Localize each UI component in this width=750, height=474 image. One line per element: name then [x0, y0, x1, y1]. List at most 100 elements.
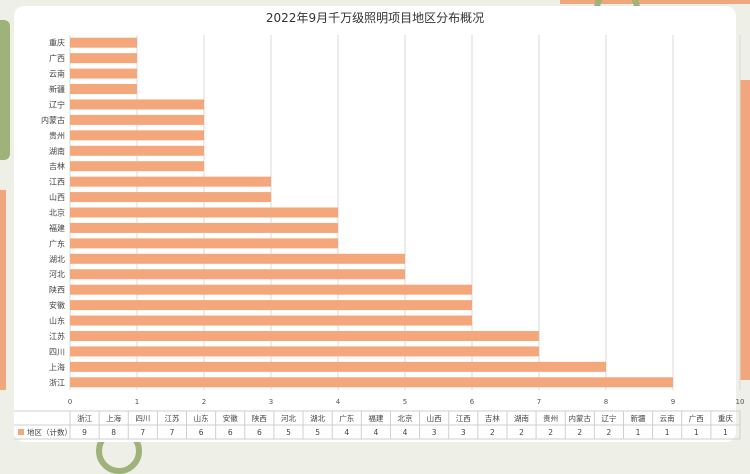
table-header-cell: 福建 — [368, 413, 383, 423]
category-label: 湖南 — [49, 146, 65, 156]
x-tick-label: 8 — [604, 398, 608, 406]
table-header-cell: 贵州 — [543, 413, 558, 423]
bar — [70, 300, 472, 311]
table-value-cell: 1 — [694, 428, 699, 437]
category-label: 江苏 — [49, 331, 65, 341]
x-tick-label: 6 — [470, 398, 475, 406]
table-header-cell: 四川 — [135, 414, 150, 423]
bar — [70, 176, 271, 187]
table-value-cell: 3 — [461, 428, 466, 437]
table-header-cell: 辽宁 — [601, 413, 616, 423]
bar — [70, 361, 606, 372]
table-header-cell: 吉林 — [485, 413, 500, 423]
decor-left-stripe — [0, 20, 10, 160]
bar — [70, 53, 137, 64]
bar — [70, 161, 204, 172]
x-tick-label: 0 — [68, 398, 72, 406]
decor-right-stripe — [740, 80, 750, 380]
category-label: 上海 — [49, 362, 65, 372]
category-label: 广西 — [49, 53, 65, 63]
category-label: 安徽 — [49, 300, 65, 310]
legend-swatch — [18, 429, 24, 435]
table-header-cell: 广东 — [339, 413, 354, 423]
bar-chart: 2022年9月千万级照明项目地区分布概况 浙江上海四川江苏山东安徽陕西河北湖北广… — [14, 11, 745, 440]
table-header-cell: 重庆 — [718, 413, 733, 423]
table-value-cell: 4 — [344, 428, 349, 437]
table-value-cell: 2 — [548, 428, 553, 437]
x-tick-label: 10 — [736, 398, 745, 406]
category-label: 北京 — [49, 208, 65, 218]
bar — [70, 114, 204, 125]
x-tick-label: 1 — [135, 398, 139, 406]
decor-left-stripe-2 — [0, 190, 6, 390]
table-value-cell: 5 — [315, 428, 320, 437]
bar — [70, 207, 338, 218]
table-value-cell: 4 — [403, 428, 408, 437]
table-value-cell: 1 — [723, 428, 728, 437]
table-header-cell: 北京 — [398, 413, 413, 423]
category-label: 福建 — [49, 223, 65, 233]
table-header-cell: 湖北 — [310, 414, 325, 423]
category-label: 浙江 — [49, 377, 65, 387]
table-header-cell: 江苏 — [164, 413, 179, 423]
table-header-cell: 上海 — [106, 413, 121, 423]
bar — [70, 99, 204, 110]
bar — [70, 346, 539, 357]
table-value-cell: 4 — [373, 428, 378, 437]
category-label: 贵州 — [49, 130, 65, 140]
category-label: 山西 — [49, 192, 65, 202]
category-label: 河北 — [49, 269, 65, 279]
table-value-cell: 5 — [286, 428, 291, 437]
bar — [70, 253, 405, 264]
table-value-cell: 7 — [140, 428, 145, 437]
bar — [70, 84, 137, 95]
legend-label: 地区（计数） — [27, 427, 72, 437]
x-tick-label: 5 — [403, 398, 407, 406]
table-header-cell: 山西 — [427, 413, 442, 423]
table-value-cell: 8 — [111, 428, 116, 437]
table-header-cell: 陕西 — [252, 413, 267, 423]
x-tick-label: 4 — [336, 398, 341, 406]
bar — [70, 269, 405, 280]
x-tick-label: 2 — [202, 398, 206, 406]
category-label: 重庆 — [49, 38, 65, 48]
decor-top-stripe — [560, 0, 750, 4]
bar — [70, 222, 338, 233]
category-label: 辽宁 — [49, 99, 65, 109]
bar — [70, 130, 204, 141]
table-header-cell: 内蒙古 — [569, 413, 592, 423]
x-tick-label: 3 — [269, 398, 273, 406]
bar — [70, 377, 673, 388]
category-label: 内蒙古 — [41, 115, 65, 125]
category-label: 吉林 — [49, 161, 65, 171]
category-label: 湖北 — [49, 255, 65, 264]
table-value-cell: 2 — [519, 428, 524, 437]
table-header-cell: 广西 — [689, 413, 704, 423]
bar — [70, 68, 137, 79]
table-value-cell: 6 — [199, 428, 204, 437]
bar — [70, 284, 472, 295]
table-header-cell: 新疆 — [631, 413, 646, 423]
category-label: 广东 — [49, 238, 65, 248]
table-value-cell: 2 — [607, 428, 612, 437]
table-value-cell: 1 — [665, 428, 670, 437]
table-header-cell: 湖南 — [514, 413, 529, 423]
bar — [70, 315, 472, 326]
category-label: 山东 — [49, 316, 65, 326]
x-tick-label: 9 — [671, 398, 675, 406]
chart-title: 2022年9月千万级照明项目地区分布概况 — [266, 11, 484, 25]
table-value-cell: 1 — [636, 428, 641, 437]
table-header-cell: 浙江 — [77, 413, 92, 423]
bar — [70, 37, 137, 48]
table-value-cell: 9 — [82, 428, 87, 437]
bar — [70, 192, 271, 203]
table-value-cell: 6 — [228, 428, 233, 437]
x-tick-label: 7 — [537, 398, 541, 406]
table-value-cell: 7 — [170, 428, 175, 437]
category-label: 云南 — [49, 69, 65, 79]
bar — [70, 145, 204, 156]
table-header-cell: 安徽 — [223, 413, 238, 423]
table-header-cell: 云南 — [660, 413, 675, 423]
category-label: 四川 — [49, 347, 65, 356]
category-label: 江西 — [49, 178, 65, 187]
